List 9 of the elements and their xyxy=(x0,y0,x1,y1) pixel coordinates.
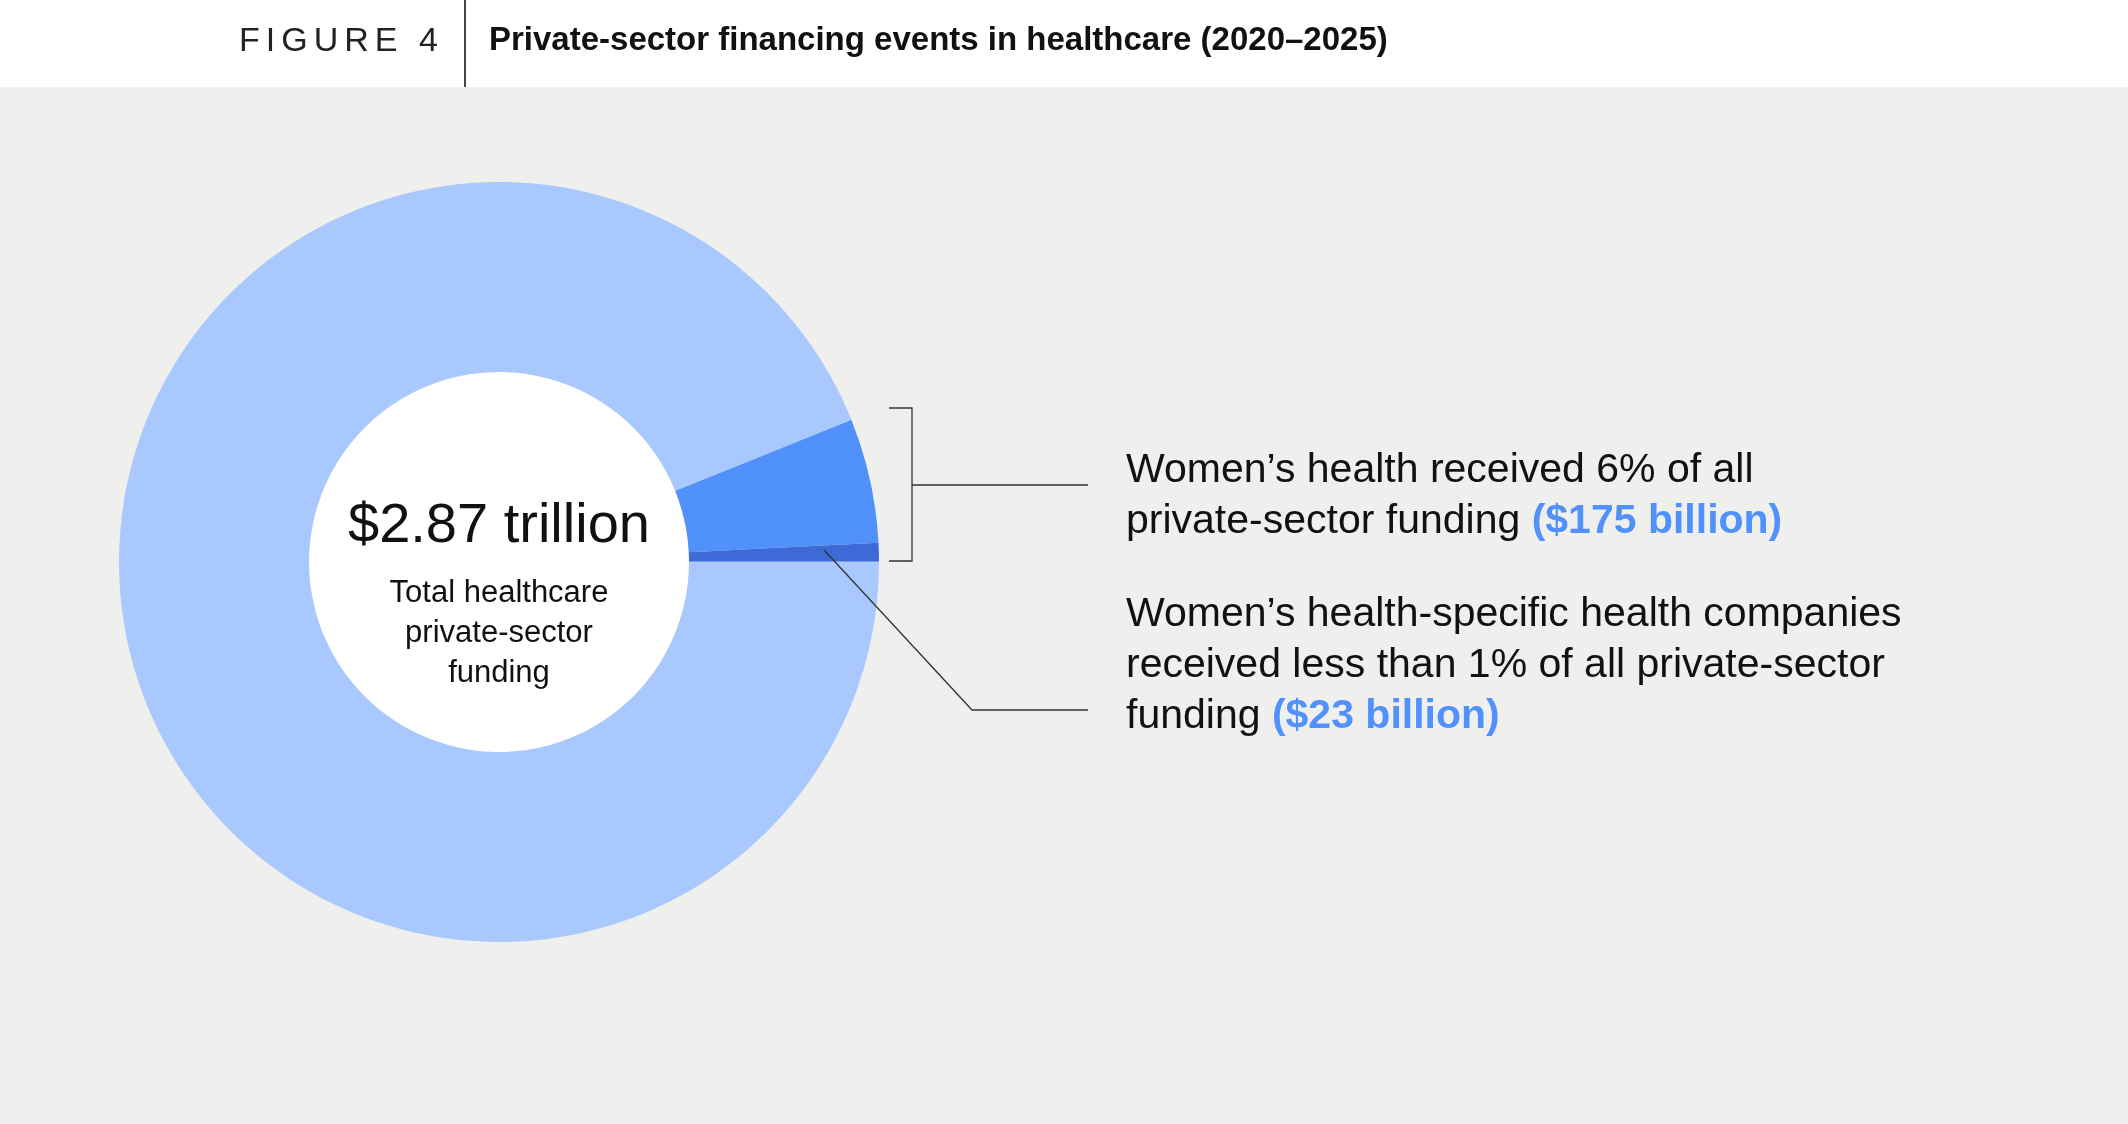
text: Total healthcare private-sector funding xyxy=(388,573,610,691)
donut-slice xyxy=(675,419,879,553)
caption: FIGURE 4 xyxy=(239,20,444,59)
donut-slice xyxy=(688,542,879,562)
chart-title: Private-sector financing events in healthcare (2020–2025) xyxy=(489,20,1388,58)
text: ($175 billion) xyxy=(1531,496,1783,542)
text: $2.87 trillion xyxy=(347,490,651,555)
text: ($23 billion) xyxy=(1271,691,1500,737)
donut-slice xyxy=(119,182,879,942)
